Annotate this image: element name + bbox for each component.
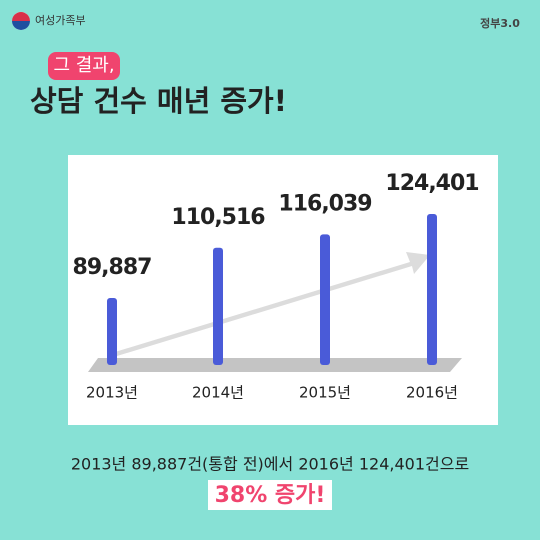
- bar: [107, 298, 117, 365]
- summary-highlight: 38% 증가!: [215, 483, 326, 508]
- bar: [213, 247, 223, 365]
- bar: [427, 214, 437, 365]
- bar: [320, 234, 330, 365]
- emblem-bottom: [12, 21, 30, 30]
- emblem-top: [12, 12, 30, 21]
- value-label: 89,887: [73, 255, 152, 280]
- value-label: 124,401: [385, 171, 478, 196]
- x-tick-label: 2015년: [299, 384, 351, 402]
- ministry-name: 여성가족부: [35, 14, 86, 27]
- x-tick-label: 2014년: [192, 384, 244, 402]
- tag-box: [48, 52, 120, 80]
- highlight-box: [208, 480, 332, 510]
- bar-chart: 89,887 2013년 110,516 2014년 116,039 2015년 124,4…: [73, 171, 480, 402]
- chart-base: [88, 358, 462, 372]
- title: 상담 건수 매년 증가!: [30, 84, 287, 118]
- tag-text: 그 결과,: [53, 55, 114, 76]
- x-tick-label: 2016년: [406, 384, 458, 402]
- trend-arrow: [115, 252, 430, 356]
- chart-card: [68, 155, 498, 425]
- x-tick-label: 2013년: [86, 384, 138, 402]
- summary-text: 2013년 89,887건(통합 전)에서 2016년 124,401건으로: [71, 455, 469, 474]
- value-label: 110,516: [171, 205, 265, 230]
- gov-logo: 정부3.0: [480, 16, 520, 30]
- value-label: 116,039: [278, 191, 371, 216]
